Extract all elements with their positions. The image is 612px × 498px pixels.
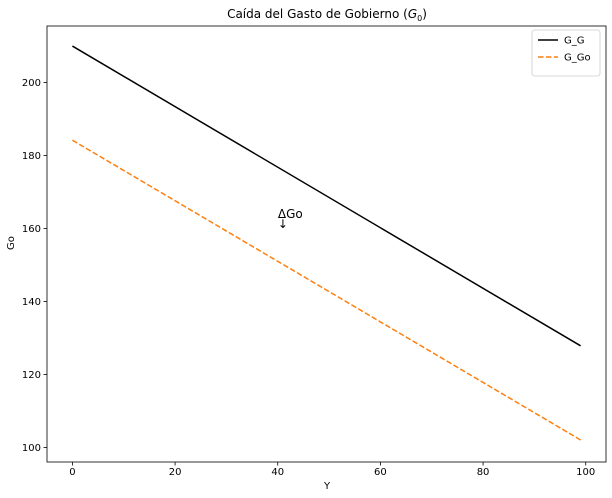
x-tick-label: 80 [477,467,490,478]
x-tick-label: 100 [576,467,595,478]
plot-frame [46,25,607,463]
y-tick-label: 140 [22,297,41,308]
series-group [72,45,581,441]
x-tick-label: 60 [374,467,387,478]
legend: G_G G_Go [531,29,601,77]
x-tick-label: 40 [271,467,284,478]
y-tick-label: 160 [22,224,41,235]
annotation-arrow: ↓ [278,217,288,231]
legend-box [531,29,601,77]
y-tick-label: 180 [22,151,41,162]
series-line-g-go [72,139,581,441]
y-tick-label: 100 [22,443,41,454]
y-tick-label: 120 [22,370,41,381]
y-axis-label: Go [6,236,17,250]
series-line-g-g [72,45,581,347]
legend-label: G_Go [564,53,591,64]
annotation-group: ΔGo↓ [278,207,303,231]
chart-title: Caída del Gasto de Gobierno (G0) [227,7,427,23]
x-tick-label: 20 [169,467,182,478]
axis-ticks: 0 20 40 60 80 100 100 120 140 160 180 200 [22,78,595,478]
legend-label: G_G [564,36,585,47]
plot-area [46,25,607,463]
x-axis-label: Y [323,481,331,492]
y-tick-label: 200 [22,78,41,89]
x-tick-label: 0 [69,467,75,478]
annotation-text: ΔGo [278,207,303,221]
